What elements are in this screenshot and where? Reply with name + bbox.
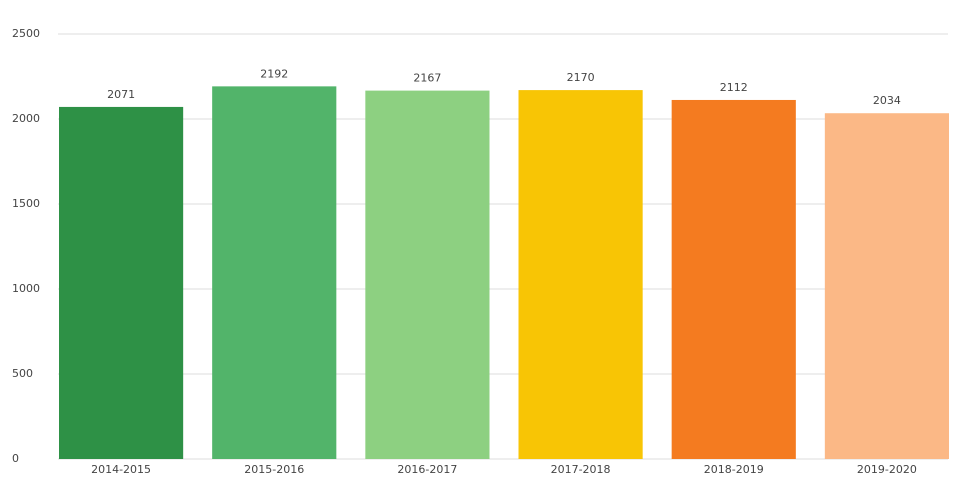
y-tick-label: 1000 xyxy=(12,282,40,295)
value-label: 2112 xyxy=(720,81,748,94)
bar xyxy=(824,113,949,459)
x-tick-label: 2014-2015 xyxy=(91,463,151,476)
value-label: 2192 xyxy=(260,67,288,80)
value-label: 2071 xyxy=(107,88,135,101)
x-tick-label: 2017-2018 xyxy=(551,463,611,476)
bar xyxy=(365,90,490,460)
x-tick-label: 2019-2020 xyxy=(857,463,917,476)
x-tick-label: 2018-2019 xyxy=(704,463,764,476)
x-tick-label: 2015-2016 xyxy=(244,463,304,476)
y-tick-label: 2500 xyxy=(12,27,40,40)
y-tick-label: 500 xyxy=(12,367,33,380)
y-tick-label: 1500 xyxy=(12,197,40,210)
bar xyxy=(212,86,337,460)
value-label: 2034 xyxy=(873,94,901,107)
x-tick-label: 2016-2017 xyxy=(397,463,457,476)
y-tick-label: 0 xyxy=(12,452,19,465)
bar xyxy=(518,90,643,459)
bar xyxy=(59,106,184,460)
value-label: 2170 xyxy=(567,71,595,84)
value-label: 2167 xyxy=(413,72,441,85)
bar xyxy=(671,99,796,460)
y-tick-label: 2000 xyxy=(12,112,40,125)
